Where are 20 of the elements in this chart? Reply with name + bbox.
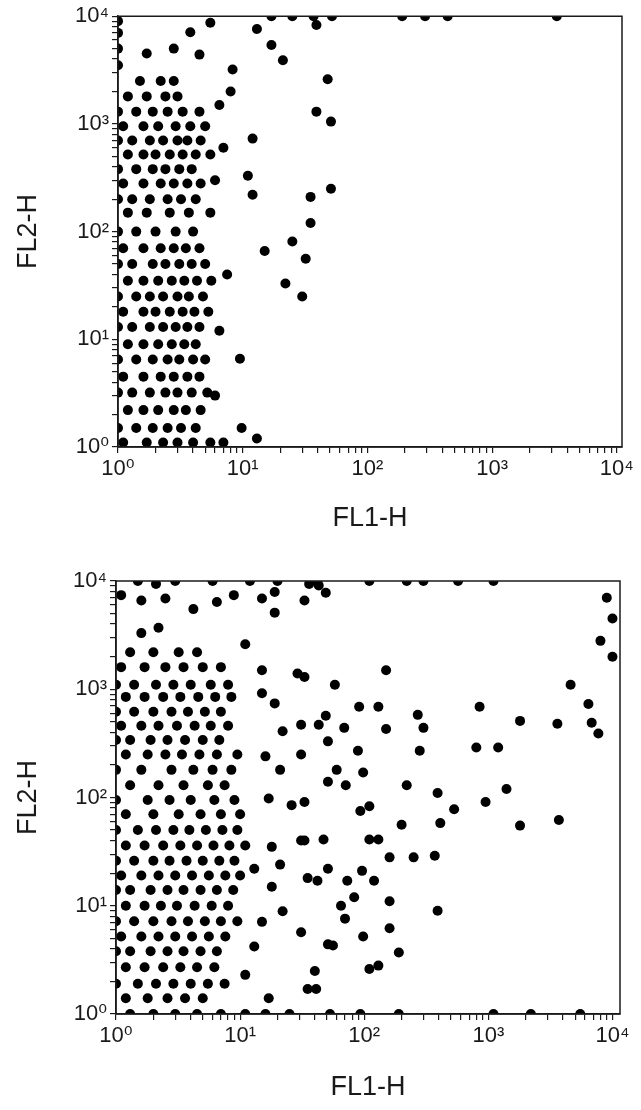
- y-tick-label: 10¹: [75, 891, 107, 917]
- x-tick-label: 10²: [348, 1022, 381, 1048]
- x-tick-label: 10¹: [224, 1022, 257, 1048]
- x-tick-label: 10⁴: [599, 455, 634, 481]
- y-tick-label: 10⁴: [73, 567, 107, 593]
- x-tick-label: 10¹: [226, 455, 259, 481]
- y-tick-label: 10²: [75, 783, 107, 809]
- x-axis-title: FL1-H: [332, 502, 408, 533]
- y-axis-title: FL2-H: [11, 194, 42, 270]
- y-tick-label: 10³: [77, 109, 109, 135]
- y-tick-label: 10²: [77, 217, 109, 243]
- x-tick-label: 10⁴: [595, 1022, 630, 1048]
- y-axis-title: FL2-H: [11, 759, 42, 836]
- x-tick-label: 10²: [351, 455, 384, 481]
- y-tick-label: 10³: [75, 675, 107, 701]
- x-axis-title: FL1-H: [330, 1071, 406, 1102]
- y-tick-label: 10⁴: [75, 2, 109, 28]
- y-tick-label: 10¹: [77, 325, 109, 351]
- x-tick-label: 10³: [476, 455, 509, 481]
- x-tick-label: 10³: [472, 1022, 505, 1048]
